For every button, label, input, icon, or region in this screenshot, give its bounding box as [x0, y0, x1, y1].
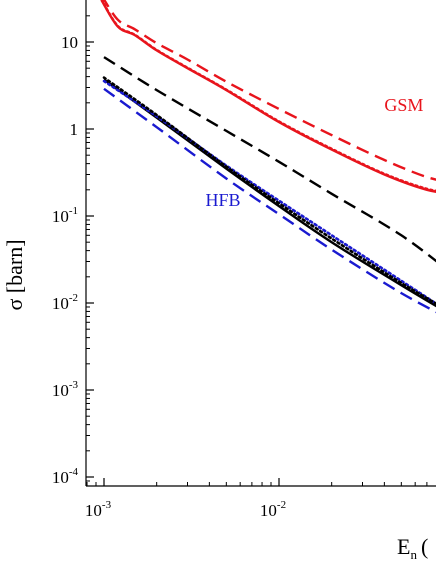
series-layer — [100, 0, 436, 314]
y-tick-label: 10-1 — [52, 205, 78, 226]
series-line-1 — [100, 0, 436, 193]
annotations: GSM HFB — [205, 95, 423, 210]
y-axis-title: σ [barn] — [2, 239, 27, 310]
series-line-3 — [103, 56, 436, 263]
x-tick-label: 10-2 — [260, 499, 286, 520]
y-axis-ticks: 10 1 10-1 10-2 10-3 10-4 — [52, 33, 94, 487]
x-axis-title: En ( — [397, 534, 428, 562]
x-tick-label: 10-3 — [85, 499, 112, 520]
x-axis-title-main: E — [397, 534, 410, 559]
y-tick-label: 10-2 — [52, 292, 78, 313]
series-line-2 — [102, 0, 436, 181]
y-tick-label: 10-4 — [52, 466, 79, 487]
series-line-6 — [102, 76, 436, 305]
y-tick-label: 10-3 — [52, 379, 79, 400]
minor-ticks — [86, 15, 428, 486]
series-line-7 — [103, 87, 436, 314]
y-tick-label: 10 — [61, 33, 78, 52]
series-line-5 — [102, 79, 436, 306]
y-tick-label: 1 — [70, 120, 79, 139]
x-axis-title-tail: ( — [421, 534, 428, 559]
curve-label-hfb: HFB — [205, 190, 240, 210]
x-axis-ticks: 10-3 10-2 — [85, 478, 286, 520]
curve-label-gsm: GSM — [384, 95, 423, 115]
x-axis-title-subscript: n — [410, 547, 417, 562]
